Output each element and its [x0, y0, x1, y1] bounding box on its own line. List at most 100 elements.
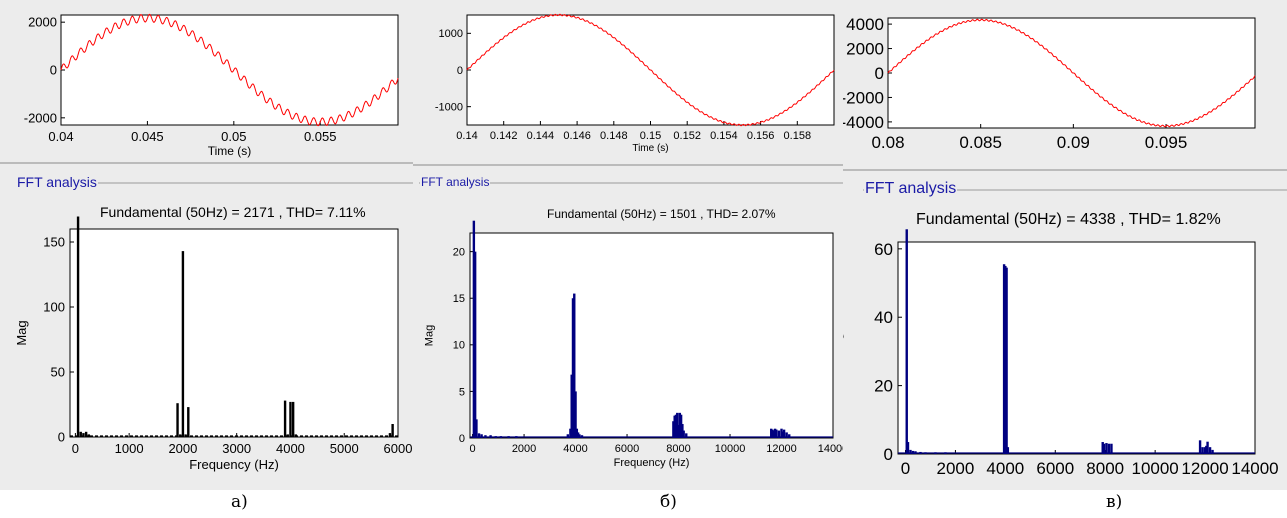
- panel-c: 4000 2000 0 -2000 -4000 0.08 0.085 0.09 0.095 0 20…: [843, 0, 1287, 490]
- spectrum-bar: [489, 435, 492, 438]
- waveform-ytick-label: 4000: [846, 15, 884, 34]
- spectrum-bar: [473, 251, 477, 438]
- caption-a: а): [231, 492, 248, 512]
- spectrum-xtick-label: 12000: [1181, 459, 1228, 478]
- spectrum-ytick-label: 40: [874, 308, 893, 327]
- spectrum-bar: [1211, 449, 1214, 454]
- waveform-xtick-label: 0.158: [784, 130, 812, 142]
- spectrum-bar: [181, 251, 185, 437]
- spectrum-axes: [897, 241, 1256, 455]
- waveform-ytick-label: 0: [457, 65, 463, 77]
- waveform-xtick-label: 0.142: [490, 130, 518, 142]
- spectrum-xtick-label: 12000: [766, 443, 797, 455]
- spectrum-ytick-label: 60: [874, 240, 893, 259]
- waveform-ytick-label: -2000: [843, 88, 884, 107]
- spectrum-bar: [906, 442, 910, 454]
- spectrum-bar: [674, 414, 678, 438]
- spectrum-xtick-label: 2000: [168, 441, 197, 456]
- spectrum-bar: [566, 434, 570, 438]
- waveform-xtick-label: 0.055: [304, 129, 337, 144]
- spectrum-ytick-label: 5: [459, 386, 465, 398]
- spectrum-bar: [291, 401, 295, 437]
- spectrum-bar: [905, 229, 908, 454]
- panel-b-figure: 10000-10000.14 0.142 0.144 0.146 0.148 0.15 0.…: [413, 13, 843, 469]
- spectrum-ytick-label: 0: [58, 430, 65, 445]
- waveform-xtick-label: 0.09: [1057, 133, 1090, 152]
- waveform-ytick-label: -2000: [24, 110, 57, 125]
- caption-c: в): [1106, 492, 1123, 512]
- spectrum-ylabel: Mag: [424, 325, 436, 346]
- spectrum-bar: [1198, 440, 1202, 454]
- spectrum-bar: [685, 433, 688, 438]
- fft-analysis-title: FFT analysis: [16, 174, 98, 190]
- spectrum-ytick-label: 0: [459, 433, 465, 445]
- waveform-xtick-label: 0.15: [640, 130, 661, 142]
- spectrum-bar: [82, 433, 85, 437]
- spectrum-bar: [775, 429, 778, 438]
- spectrum-bar: [770, 428, 773, 438]
- spectrum-xtick-label: 2000: [937, 459, 975, 478]
- spectrum-ytick-label: 20: [453, 246, 465, 258]
- spectrum-xtick-label: 0: [470, 443, 476, 455]
- waveform-xtick-label: 0.144: [527, 130, 555, 142]
- spectrum-bar: [515, 436, 518, 438]
- spectrum-bar: [682, 430, 685, 438]
- spectrum-bar: [484, 435, 487, 438]
- waveform-xtick-label: 0.148: [600, 130, 628, 142]
- spectrum-bar: [672, 421, 675, 438]
- spectrum-bar: [676, 412, 679, 438]
- spectrum-bar: [187, 407, 190, 437]
- spectrum-bar: [1002, 264, 1006, 454]
- spectrum-bar: [782, 429, 786, 438]
- panel-a-figure: 2000 0 -2000 0.04 0.045 0.05 0.055 Time (s) 0 50 1…: [0, 13, 413, 472]
- spectrum-bar: [777, 430, 781, 438]
- spectrum-bar: [79, 431, 82, 437]
- spectrum-bar: [472, 220, 476, 438]
- spectrum-bar: [283, 400, 287, 437]
- spectrum-bar: [286, 434, 289, 437]
- spectrum-bar: [574, 391, 577, 438]
- waveform-ytick-label: 0: [50, 63, 57, 78]
- spectrum-bar: [499, 436, 503, 438]
- waveform-axes: [887, 17, 1256, 129]
- spectrum-bar: [294, 434, 298, 437]
- spectrum-xtick-label: 6000: [384, 441, 413, 456]
- waveform-xtick-label: 0.095: [1145, 133, 1188, 152]
- spectrum-bar: [1004, 265, 1007, 454]
- waveform-xtick-label: 0.154: [710, 130, 738, 142]
- spectrum-axes: [469, 232, 834, 439]
- spectrum-ytick-label: 100: [43, 300, 65, 315]
- waveform-xlabel: Time (s): [208, 144, 252, 158]
- waveform-ytick-label: 2000: [846, 40, 884, 59]
- waveform-xtick-label: 0.08: [871, 133, 904, 152]
- spectrum-bar: [677, 424, 680, 438]
- spectrum-xtick-label: 14000: [818, 443, 843, 455]
- spectrum-bar: [934, 452, 937, 454]
- panel-a: 2000 0 -2000 0.04 0.045 0.05 0.055 Time (s) 0 50 1…: [0, 0, 413, 490]
- fft-analysis-title: FFT analysis: [420, 175, 491, 189]
- waveform-xtick-label: 0.04: [48, 129, 73, 144]
- spectrum-bar: [781, 431, 784, 438]
- waveform-ytick-label: -4000: [843, 113, 884, 132]
- waveform-line: [466, 13, 835, 127]
- waveform-ytick-label: 1000: [439, 28, 463, 40]
- waveform-line: [60, 13, 399, 127]
- spectrum-bar: [388, 433, 392, 437]
- spectrum-xlabel: Frequency (Hz): [614, 457, 690, 469]
- spectrum-axes: [69, 228, 399, 438]
- spectrum-bar: [924, 452, 927, 454]
- spectrum-bar: [1102, 443, 1106, 454]
- spectrum-ylabel: Mag: [843, 331, 844, 364]
- spectrum-bar: [1201, 447, 1204, 454]
- spectrum-bar: [580, 435, 584, 438]
- spectrum-xtick-label: 4000: [563, 443, 587, 455]
- spectrum-bar: [576, 432, 580, 438]
- waveform-xtick-label: 0.146: [563, 130, 591, 142]
- waveform-ytick-label: -1000: [435, 102, 463, 114]
- spectrum-bar: [773, 428, 777, 438]
- spectrum-bar: [1205, 445, 1208, 454]
- spectrum-bar: [480, 434, 483, 438]
- spectrum-bar: [771, 429, 774, 438]
- spectrum-bar: [391, 424, 394, 437]
